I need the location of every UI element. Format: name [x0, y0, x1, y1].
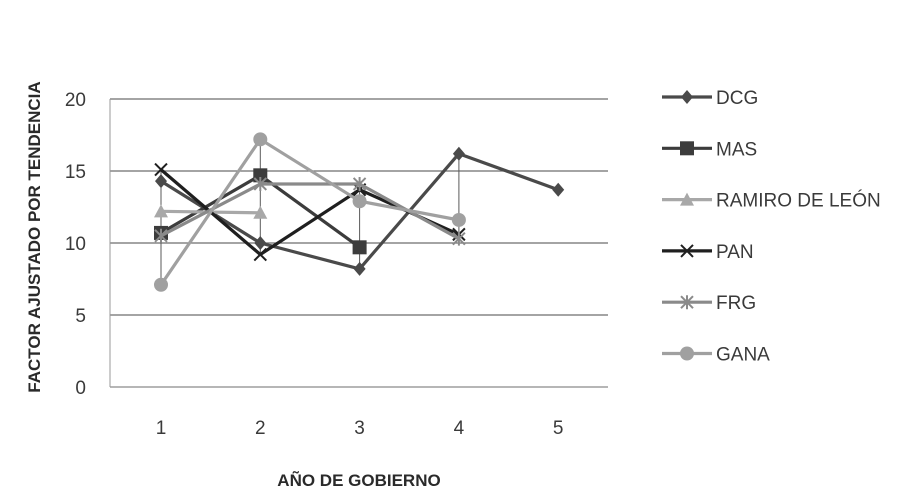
- y-tick-label: 5: [75, 306, 86, 327]
- legend-marker: [680, 346, 694, 361]
- legend-marker: [681, 90, 693, 104]
- x-tick-label: 5: [553, 418, 564, 439]
- y-tick-label: 0: [75, 378, 86, 399]
- series-mas: [154, 168, 367, 255]
- legend-item-gana: GANA: [662, 345, 770, 366]
- data-point-pan: [154, 162, 168, 177]
- data-point-dcg: [155, 174, 167, 189]
- y-tick-labels: 0 5 10 15 20: [65, 90, 86, 399]
- legend: DCG MAS RAMIRO DE LEÓN PAN FRG GANA: [662, 88, 881, 366]
- legend-label: DCG: [716, 88, 758, 109]
- legend-marker: [680, 244, 694, 258]
- legend-item-frg: FRG: [662, 293, 756, 314]
- legend-label: MAS: [716, 139, 757, 160]
- series-line-gana: [159, 137, 460, 286]
- y-tick-label: 20: [65, 90, 86, 111]
- data-point-frg: [154, 228, 168, 243]
- y-axis-label: FACTOR AJUSTADO POR TENDENCIA: [25, 81, 44, 392]
- data-point-dcg: [353, 261, 366, 276]
- legend-item-ramiro-de-leon: RAMIRO DE LEÓN: [662, 190, 881, 212]
- data-point-dcg: [452, 146, 465, 161]
- data-point-mas: [352, 240, 367, 255]
- x-tick-labels: 1 2 3 4 5: [156, 418, 564, 439]
- legend-item-pan: PAN: [662, 242, 754, 263]
- series-dcg: [155, 146, 565, 276]
- legend-label: GANA: [716, 345, 770, 366]
- data-point-dcg: [552, 182, 565, 197]
- data-point-gana: [352, 194, 367, 209]
- data-point-frg: [253, 176, 268, 191]
- series-gana: [154, 132, 466, 292]
- x-tick-label: 1: [156, 418, 167, 439]
- y-tick-label: 10: [65, 234, 86, 255]
- legend-item-mas: MAS: [662, 139, 757, 160]
- data-point-gana: [451, 212, 466, 227]
- x-tick-label: 3: [354, 418, 365, 439]
- series-group: [154, 132, 565, 292]
- data-point-frg: [352, 176, 367, 191]
- data-point-gana: [253, 132, 268, 147]
- data-point-gana: [154, 277, 168, 292]
- data-point-mas: [253, 168, 268, 183]
- data-point-ramiro-de-leon: [154, 204, 168, 218]
- x-axis-label: AÑO DE GOBIERNO: [277, 470, 440, 490]
- data-point-frg: [452, 231, 466, 246]
- legend-label: FRG: [716, 293, 756, 314]
- data-point-dcg: [254, 236, 267, 250]
- y-tick-label: 15: [65, 162, 86, 183]
- legend-marker: [680, 192, 694, 206]
- data-point-ramiro-de-leon: [253, 205, 268, 219]
- legend-label: RAMIRO DE LEÓN: [716, 190, 881, 212]
- legend-marker: [680, 141, 694, 156]
- x-tick-label: 4: [454, 418, 465, 439]
- legend-marker: [680, 295, 694, 310]
- x-tick-label: 2: [255, 418, 266, 439]
- data-point-pan: [253, 247, 268, 262]
- legend-label: PAN: [716, 242, 754, 263]
- legend-item-dcg: DCG: [662, 88, 758, 109]
